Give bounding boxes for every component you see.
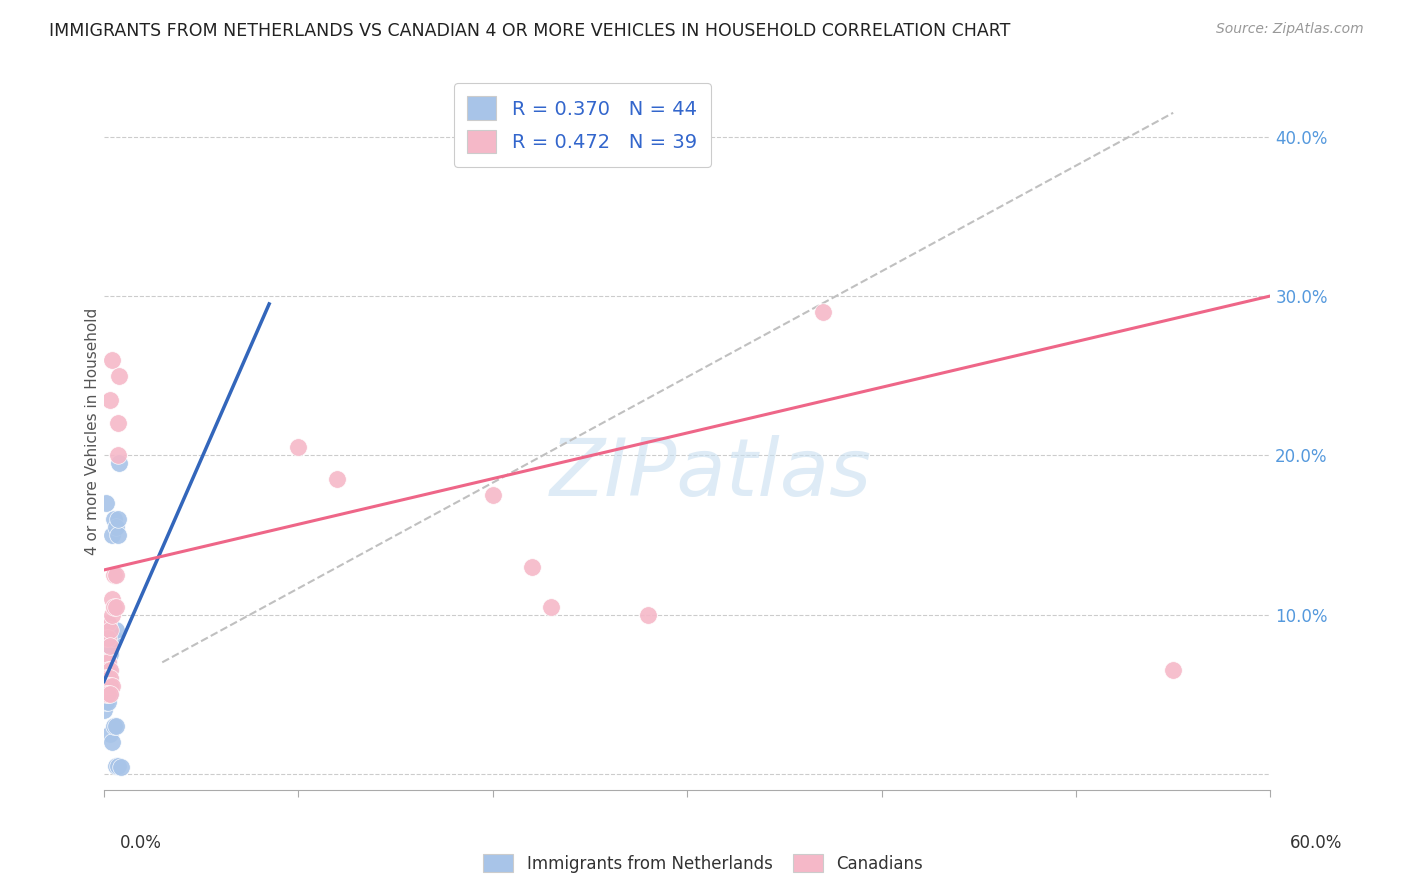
Point — [108, 456, 131, 470]
Point — [287, 440, 309, 454]
Point — [94, 679, 117, 693]
Point — [103, 719, 125, 733]
Point — [97, 640, 120, 654]
Point — [107, 448, 129, 462]
Point — [540, 599, 562, 614]
Y-axis label: 4 or more Vehicles in Household: 4 or more Vehicles in Household — [86, 308, 100, 555]
Point — [104, 624, 127, 638]
Point — [108, 368, 131, 383]
Point — [94, 679, 117, 693]
Point — [98, 727, 121, 741]
Point — [103, 567, 125, 582]
Point — [107, 512, 129, 526]
Point — [97, 687, 120, 701]
Point — [97, 663, 120, 677]
Point — [98, 663, 121, 677]
Point — [94, 656, 117, 670]
Point — [100, 607, 122, 622]
Point — [520, 559, 543, 574]
Point — [94, 671, 117, 685]
Point — [98, 624, 121, 638]
Point — [94, 695, 117, 709]
Point — [100, 352, 122, 367]
Point — [103, 512, 125, 526]
Point — [104, 567, 127, 582]
Point — [94, 656, 117, 670]
Point — [97, 615, 120, 630]
Point — [93, 703, 115, 717]
Point — [97, 679, 120, 693]
Point — [98, 640, 121, 654]
Point — [98, 687, 121, 701]
Point — [98, 687, 121, 701]
Point — [94, 671, 117, 685]
Point — [94, 624, 117, 638]
Point — [637, 607, 659, 622]
Point — [94, 496, 117, 510]
Text: ZIPatlas: ZIPatlas — [550, 435, 872, 514]
Point — [98, 392, 121, 407]
Point — [481, 488, 503, 502]
Point — [100, 591, 122, 606]
Point — [98, 648, 121, 662]
Point — [98, 679, 121, 693]
Point — [813, 305, 835, 319]
Point — [97, 695, 120, 709]
Point — [97, 671, 120, 685]
Text: IMMIGRANTS FROM NETHERLANDS VS CANADIAN 4 OR MORE VEHICLES IN HOUSEHOLD CORRELAT: IMMIGRANTS FROM NETHERLANDS VS CANADIAN … — [49, 22, 1011, 40]
Point — [97, 648, 120, 662]
Point — [103, 632, 125, 646]
Point — [100, 679, 122, 693]
Point — [94, 615, 117, 630]
Point — [97, 679, 120, 693]
Point — [104, 759, 127, 773]
Point — [97, 632, 120, 646]
Point — [98, 671, 121, 685]
Point — [110, 760, 132, 774]
Point — [97, 632, 120, 646]
Text: 60.0%: 60.0% — [1291, 834, 1343, 852]
Point — [98, 640, 121, 654]
Legend: R = 0.370   N = 44, R = 0.472   N = 39: R = 0.370 N = 44, R = 0.472 N = 39 — [454, 83, 710, 167]
Point — [94, 615, 117, 630]
Point — [94, 624, 117, 638]
Point — [104, 719, 127, 733]
Text: Source: ZipAtlas.com: Source: ZipAtlas.com — [1216, 22, 1364, 37]
Point — [326, 472, 349, 486]
Point — [100, 632, 122, 646]
Point — [94, 632, 117, 646]
Point — [98, 671, 121, 685]
Point — [98, 679, 121, 693]
Point — [97, 656, 120, 670]
Point — [94, 640, 117, 654]
Point — [1161, 663, 1184, 677]
Point — [97, 687, 120, 701]
Point — [98, 663, 121, 677]
Point — [107, 759, 129, 773]
Point — [104, 520, 127, 534]
Point — [100, 735, 122, 749]
Legend: Immigrants from Netherlands, Canadians: Immigrants from Netherlands, Canadians — [477, 847, 929, 880]
Point — [100, 528, 122, 542]
Text: 0.0%: 0.0% — [120, 834, 162, 852]
Point — [104, 599, 127, 614]
Point — [107, 417, 129, 431]
Point — [97, 615, 120, 630]
Point — [107, 528, 129, 542]
Point — [103, 599, 125, 614]
Point — [97, 656, 120, 670]
Point — [94, 687, 117, 701]
Point — [97, 663, 120, 677]
Point — [97, 624, 120, 638]
Point — [94, 687, 117, 701]
Point — [94, 632, 117, 646]
